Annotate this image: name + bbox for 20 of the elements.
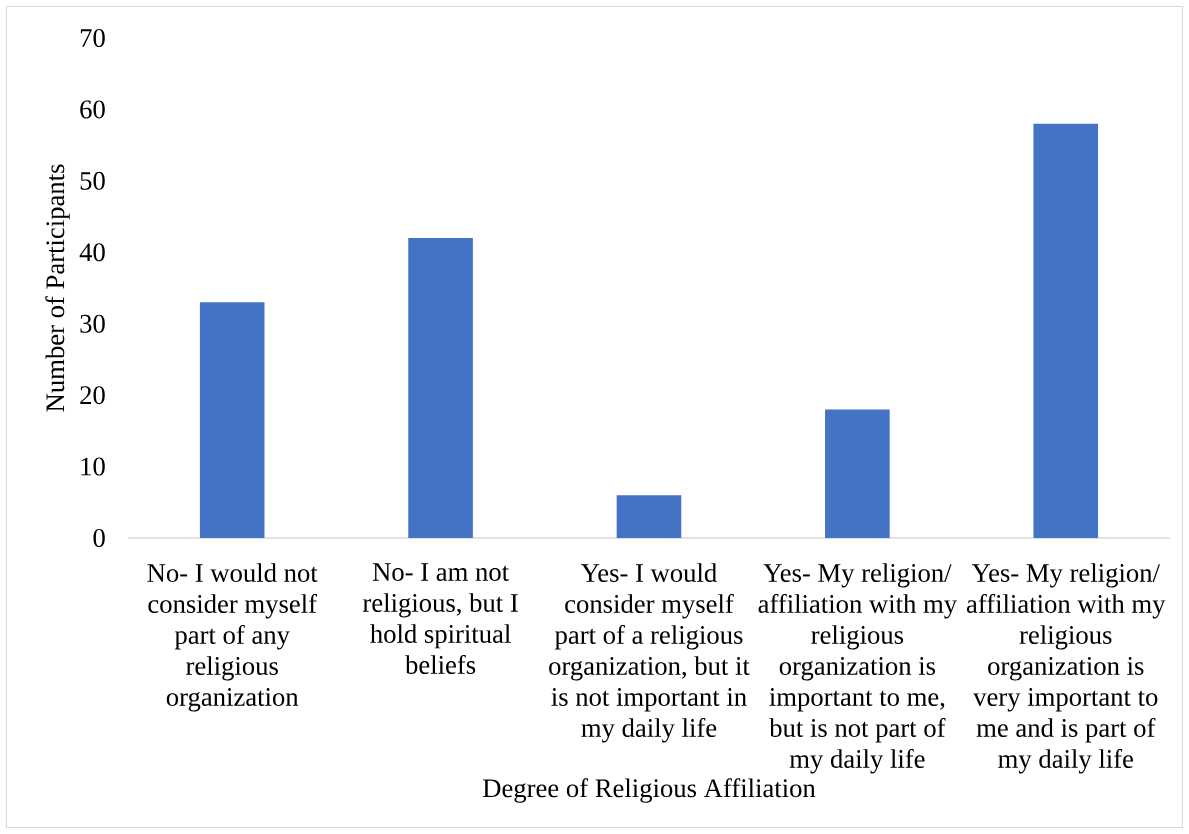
y-tick-label: 40 (79, 243, 105, 262)
x-tick-label: No- I am not religious, but I hold spiritual beliefs (362, 563, 518, 674)
y-axis-title: Number of Participants (45, 164, 70, 412)
x-tick-label: No- I would not consider myself part of any religious organization (147, 563, 318, 712)
x-tick-label: Yes- My religion/ affiliation with my religious organization is important to me, but is not part of my daily life (758, 563, 958, 774)
y-tick-label: 30 (80, 314, 105, 333)
y-tick-label: 70 (80, 29, 105, 48)
bar (408, 238, 473, 538)
bar (1033, 123, 1099, 538)
bar (616, 495, 682, 538)
x-axis-title: Degree of Religious Affiliation (482, 778, 816, 803)
bar (825, 409, 890, 538)
x-tick-label: Yes- I would consider myself part of a religious organization, but it is not important in my daily life (549, 563, 750, 743)
y-tick-label: 0 (93, 529, 105, 547)
y-tick-label: 50 (80, 171, 105, 190)
y-tick-label: 20 (80, 386, 105, 405)
bar (199, 302, 265, 538)
x-tick-label: Yes- My religion/ affiliation with my religious organization is very important to me and is part of my daily life (966, 563, 1166, 774)
y-tick-label: 60 (80, 100, 105, 119)
y-tick-label: 10 (81, 457, 105, 476)
